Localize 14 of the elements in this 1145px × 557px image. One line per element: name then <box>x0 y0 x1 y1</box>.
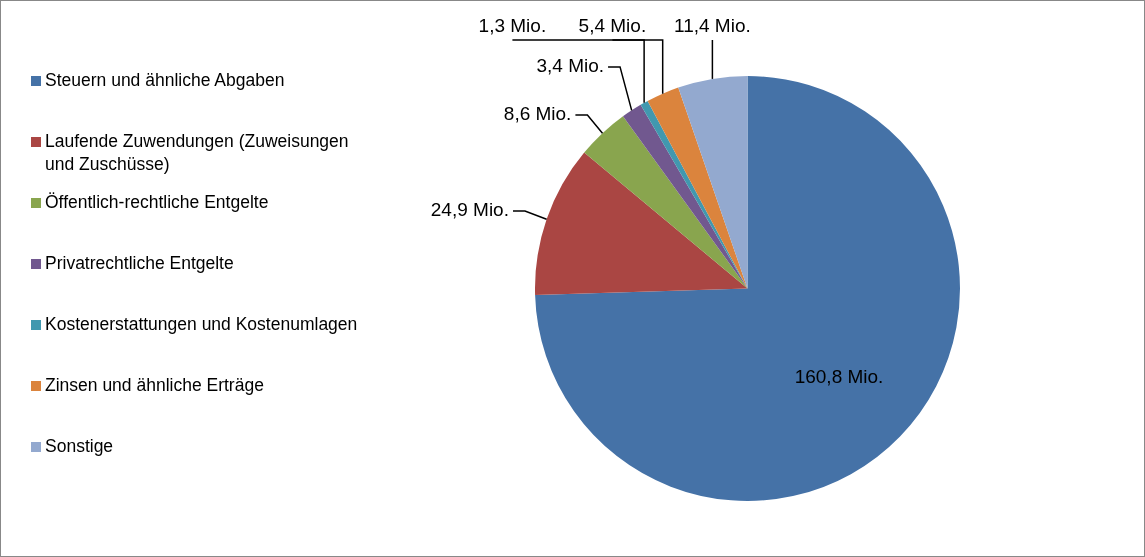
legend-label: Kostenerstattungen und Kostenumlagen <box>45 313 358 336</box>
legend-label: Laufende Zuwendungen (Zuweisungen und Zuschüsse) <box>45 130 350 176</box>
data-label: 24,9 Mio. <box>430 199 509 221</box>
data-label: 3,4 Mio. <box>536 55 605 77</box>
legend-label: Steuern und ähnliche Abgaben <box>45 69 285 92</box>
data-label: 160,8 Mio. <box>794 365 884 387</box>
data-label: 1,3 Mio. <box>478 14 547 36</box>
data-label: 5,4 Mio. <box>578 14 647 36</box>
legend-label: Privatrechtliche Entgelte <box>45 252 234 275</box>
data-label: 8,6 Mio. <box>503 103 572 125</box>
legend-label: Öffentlich-rechtliche Entgelte <box>45 191 269 214</box>
data-label: 11,4 Mio. <box>674 14 751 36</box>
legend-label: Zinsen und ähnliche Erträge <box>45 374 264 397</box>
legend-label: Sonstige <box>45 435 114 458</box>
